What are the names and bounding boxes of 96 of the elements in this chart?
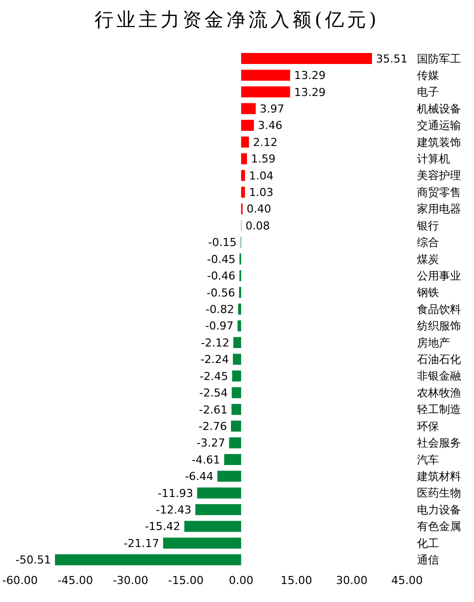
bar <box>54 554 242 566</box>
y-tick-label: 传媒 <box>417 68 439 82</box>
data-label: 3.46 <box>258 119 282 132</box>
bar <box>233 337 242 348</box>
chart-title: 行业主力资金净流入额(亿元) <box>94 8 380 33</box>
data-label: -2.61 <box>199 403 228 416</box>
bar <box>195 504 242 516</box>
data-label: -0.97 <box>205 320 234 333</box>
bar <box>232 404 242 415</box>
y-tick-label: 非银金融 <box>417 370 461 383</box>
bar <box>241 103 256 114</box>
data-label: -4.61 <box>192 453 220 466</box>
data-label: 1.03 <box>248 186 274 200</box>
y-tick-label: 轻工制造 <box>417 403 461 416</box>
bar <box>232 354 242 365</box>
data-label: 13.29 <box>294 86 326 99</box>
y-tick-label: 化工 <box>417 536 439 550</box>
x-tick-label: 45.00 <box>391 574 423 587</box>
bar <box>229 437 242 448</box>
data-label: 0.40 <box>246 202 272 216</box>
y-tick-label: 有色金属 <box>417 520 461 534</box>
y-tick-label: 社会服务 <box>417 436 461 450</box>
bar <box>224 454 242 466</box>
x-tick-label: -60.00 <box>2 574 38 587</box>
data-label: -0.46 <box>206 270 236 283</box>
y-tick-label: 医药生物 <box>417 486 461 500</box>
data-label: 3.97 <box>260 102 284 116</box>
y-tick-label: 纺织服饰 <box>417 320 461 333</box>
y-tick-label: 公用事业 <box>417 269 461 282</box>
data-label: 2.12 <box>252 136 278 149</box>
y-tick-label: 美容护理 <box>417 169 461 182</box>
y-tick-label: 家用电器 <box>417 202 461 216</box>
bar <box>232 370 242 382</box>
bar <box>241 86 290 98</box>
data-label: -50.51 <box>16 554 51 567</box>
data-label: -0.15 <box>208 236 237 250</box>
data-label: -2.24 <box>200 353 229 366</box>
y-tick-label: 电力设备 <box>417 503 461 516</box>
y-tick-label: 电子 <box>417 86 439 99</box>
y-tick-label: 煤炭 <box>417 252 439 266</box>
data-label: -21.17 <box>124 536 160 550</box>
data-label: -15.42 <box>144 520 180 534</box>
y-tick-label: 汽车 <box>417 453 439 466</box>
data-label: -6.44 <box>184 470 214 484</box>
bar <box>241 153 248 164</box>
data-label: -0.45 <box>207 252 236 266</box>
data-label: -0.82 <box>206 302 234 316</box>
y-tick-label: 商贸零售 <box>417 186 461 199</box>
bar <box>241 170 245 181</box>
bar <box>241 70 290 81</box>
x-tick-label: -30.00 <box>112 574 148 587</box>
data-label: 1.59 <box>251 152 276 166</box>
y-tick-label: 农林牧渔 <box>417 386 461 400</box>
x-tick-label: 30.00 <box>336 574 368 587</box>
y-tick-label: 建筑材料 <box>416 470 461 483</box>
data-label: -0.56 <box>206 286 236 300</box>
y-tick-label: 环保 <box>417 420 439 433</box>
bar <box>217 470 242 482</box>
y-tick-label: 综合 <box>417 236 439 250</box>
data-label: -2.54 <box>199 386 228 400</box>
data-label: -2.12 <box>200 336 230 350</box>
bar <box>163 538 242 549</box>
y-tick-label: 机械设备 <box>417 102 461 116</box>
y-tick-label: 石油石化 <box>417 353 461 366</box>
data-label: 0.08 <box>245 219 270 232</box>
y-tick-label: 房地产 <box>417 336 450 350</box>
y-tick-label: 交通运输 <box>417 119 461 132</box>
bar <box>241 53 372 64</box>
bar <box>241 186 245 198</box>
data-label: 1.04 <box>248 169 274 182</box>
x-tick-label: -45.00 <box>58 574 94 587</box>
bar <box>197 487 242 498</box>
data-label: -2.45 <box>200 370 228 383</box>
y-tick-label: 国防军工 <box>417 52 461 66</box>
data-label: -11.93 <box>158 486 194 500</box>
bar <box>184 520 242 532</box>
bar <box>232 387 242 398</box>
bar <box>238 304 242 315</box>
bar <box>241 120 254 131</box>
y-tick-label: 通信 <box>417 554 439 567</box>
y-tick-label: 建筑装饰 <box>416 136 461 149</box>
x-tick-label: 0.00 <box>228 574 254 587</box>
x-tick-label: -15.00 <box>168 574 204 587</box>
bar <box>230 420 242 432</box>
y-tick-label: 银行 <box>416 219 439 232</box>
bar <box>241 136 249 148</box>
data-label: -12.43 <box>156 504 192 517</box>
y-tick-label: 计算机 <box>417 152 450 166</box>
data-label: -2.76 <box>198 420 227 433</box>
data-label: 35.51 <box>376 52 408 66</box>
data-label: 13.29 <box>294 69 326 82</box>
data-label: -3.27 <box>196 436 226 450</box>
y-tick-label: 钢铁 <box>416 286 439 300</box>
x-tick-label: 15.00 <box>280 574 312 587</box>
bar <box>238 320 242 332</box>
y-tick-label: 食品饮料 <box>417 302 461 316</box>
